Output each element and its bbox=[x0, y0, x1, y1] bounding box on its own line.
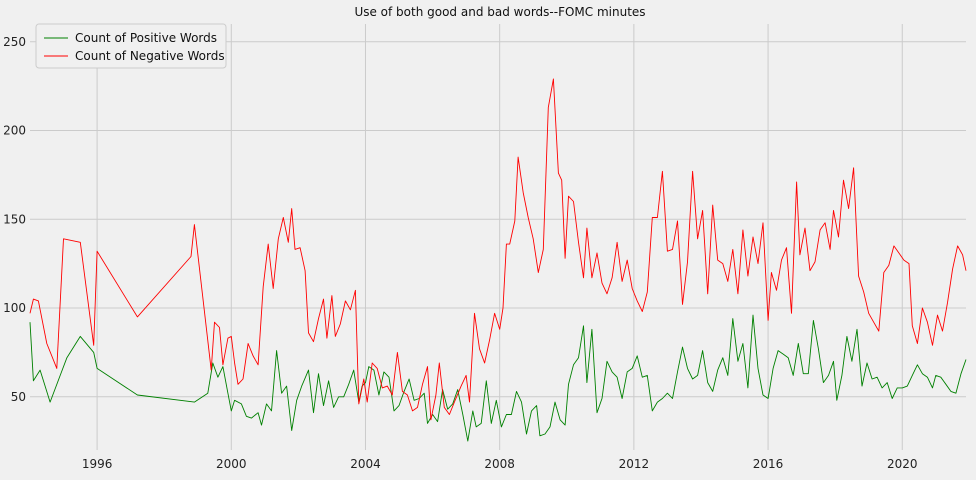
x-tick-label: 1996 bbox=[82, 457, 113, 471]
x-tick-label: 2012 bbox=[619, 457, 650, 471]
tick-layer: 1996 2000 2004 2008 2012 2016 2020 50 100 150 200 2… bbox=[3, 35, 917, 471]
series-layer bbox=[29, 78, 967, 442]
series-line-negative bbox=[29, 78, 967, 421]
y-tick-label: 200 bbox=[3, 124, 26, 138]
legend-box bbox=[35, 23, 227, 69]
series-line-positive bbox=[29, 314, 967, 442]
x-tick-label: 2020 bbox=[887, 457, 918, 471]
y-tick-label: 250 bbox=[3, 35, 26, 49]
x-tick-label: 2008 bbox=[484, 457, 515, 471]
chart-title: Use of both good and bad words--FOMC min… bbox=[354, 5, 645, 19]
x-tick-label: 2000 bbox=[216, 457, 247, 471]
y-tick-label: 50 bbox=[11, 390, 26, 404]
x-tick-label: 2016 bbox=[753, 457, 784, 471]
legend-label-negative: Count of Negative Words bbox=[75, 49, 225, 63]
x-tick-label: 2004 bbox=[350, 457, 381, 471]
legend-label-positive: Count of Positive Words bbox=[75, 31, 217, 45]
y-tick-label: 100 bbox=[3, 301, 26, 315]
legend: Count of Positive Words Count of Negativ… bbox=[35, 23, 227, 69]
y-tick-label: 150 bbox=[3, 212, 26, 226]
